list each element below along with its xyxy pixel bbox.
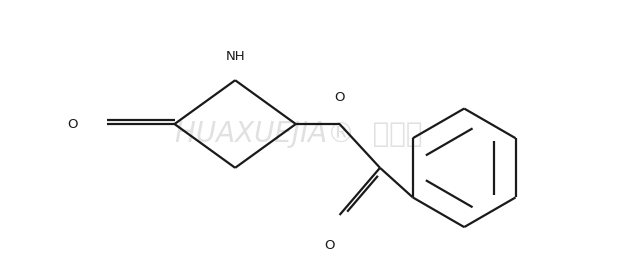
Text: NH: NH: [226, 50, 245, 64]
Text: HUAXUEJIA®  化学加: HUAXUEJIA® 化学加: [176, 120, 423, 148]
Text: O: O: [324, 238, 335, 252]
Text: O: O: [68, 117, 78, 131]
Text: O: O: [334, 91, 345, 104]
